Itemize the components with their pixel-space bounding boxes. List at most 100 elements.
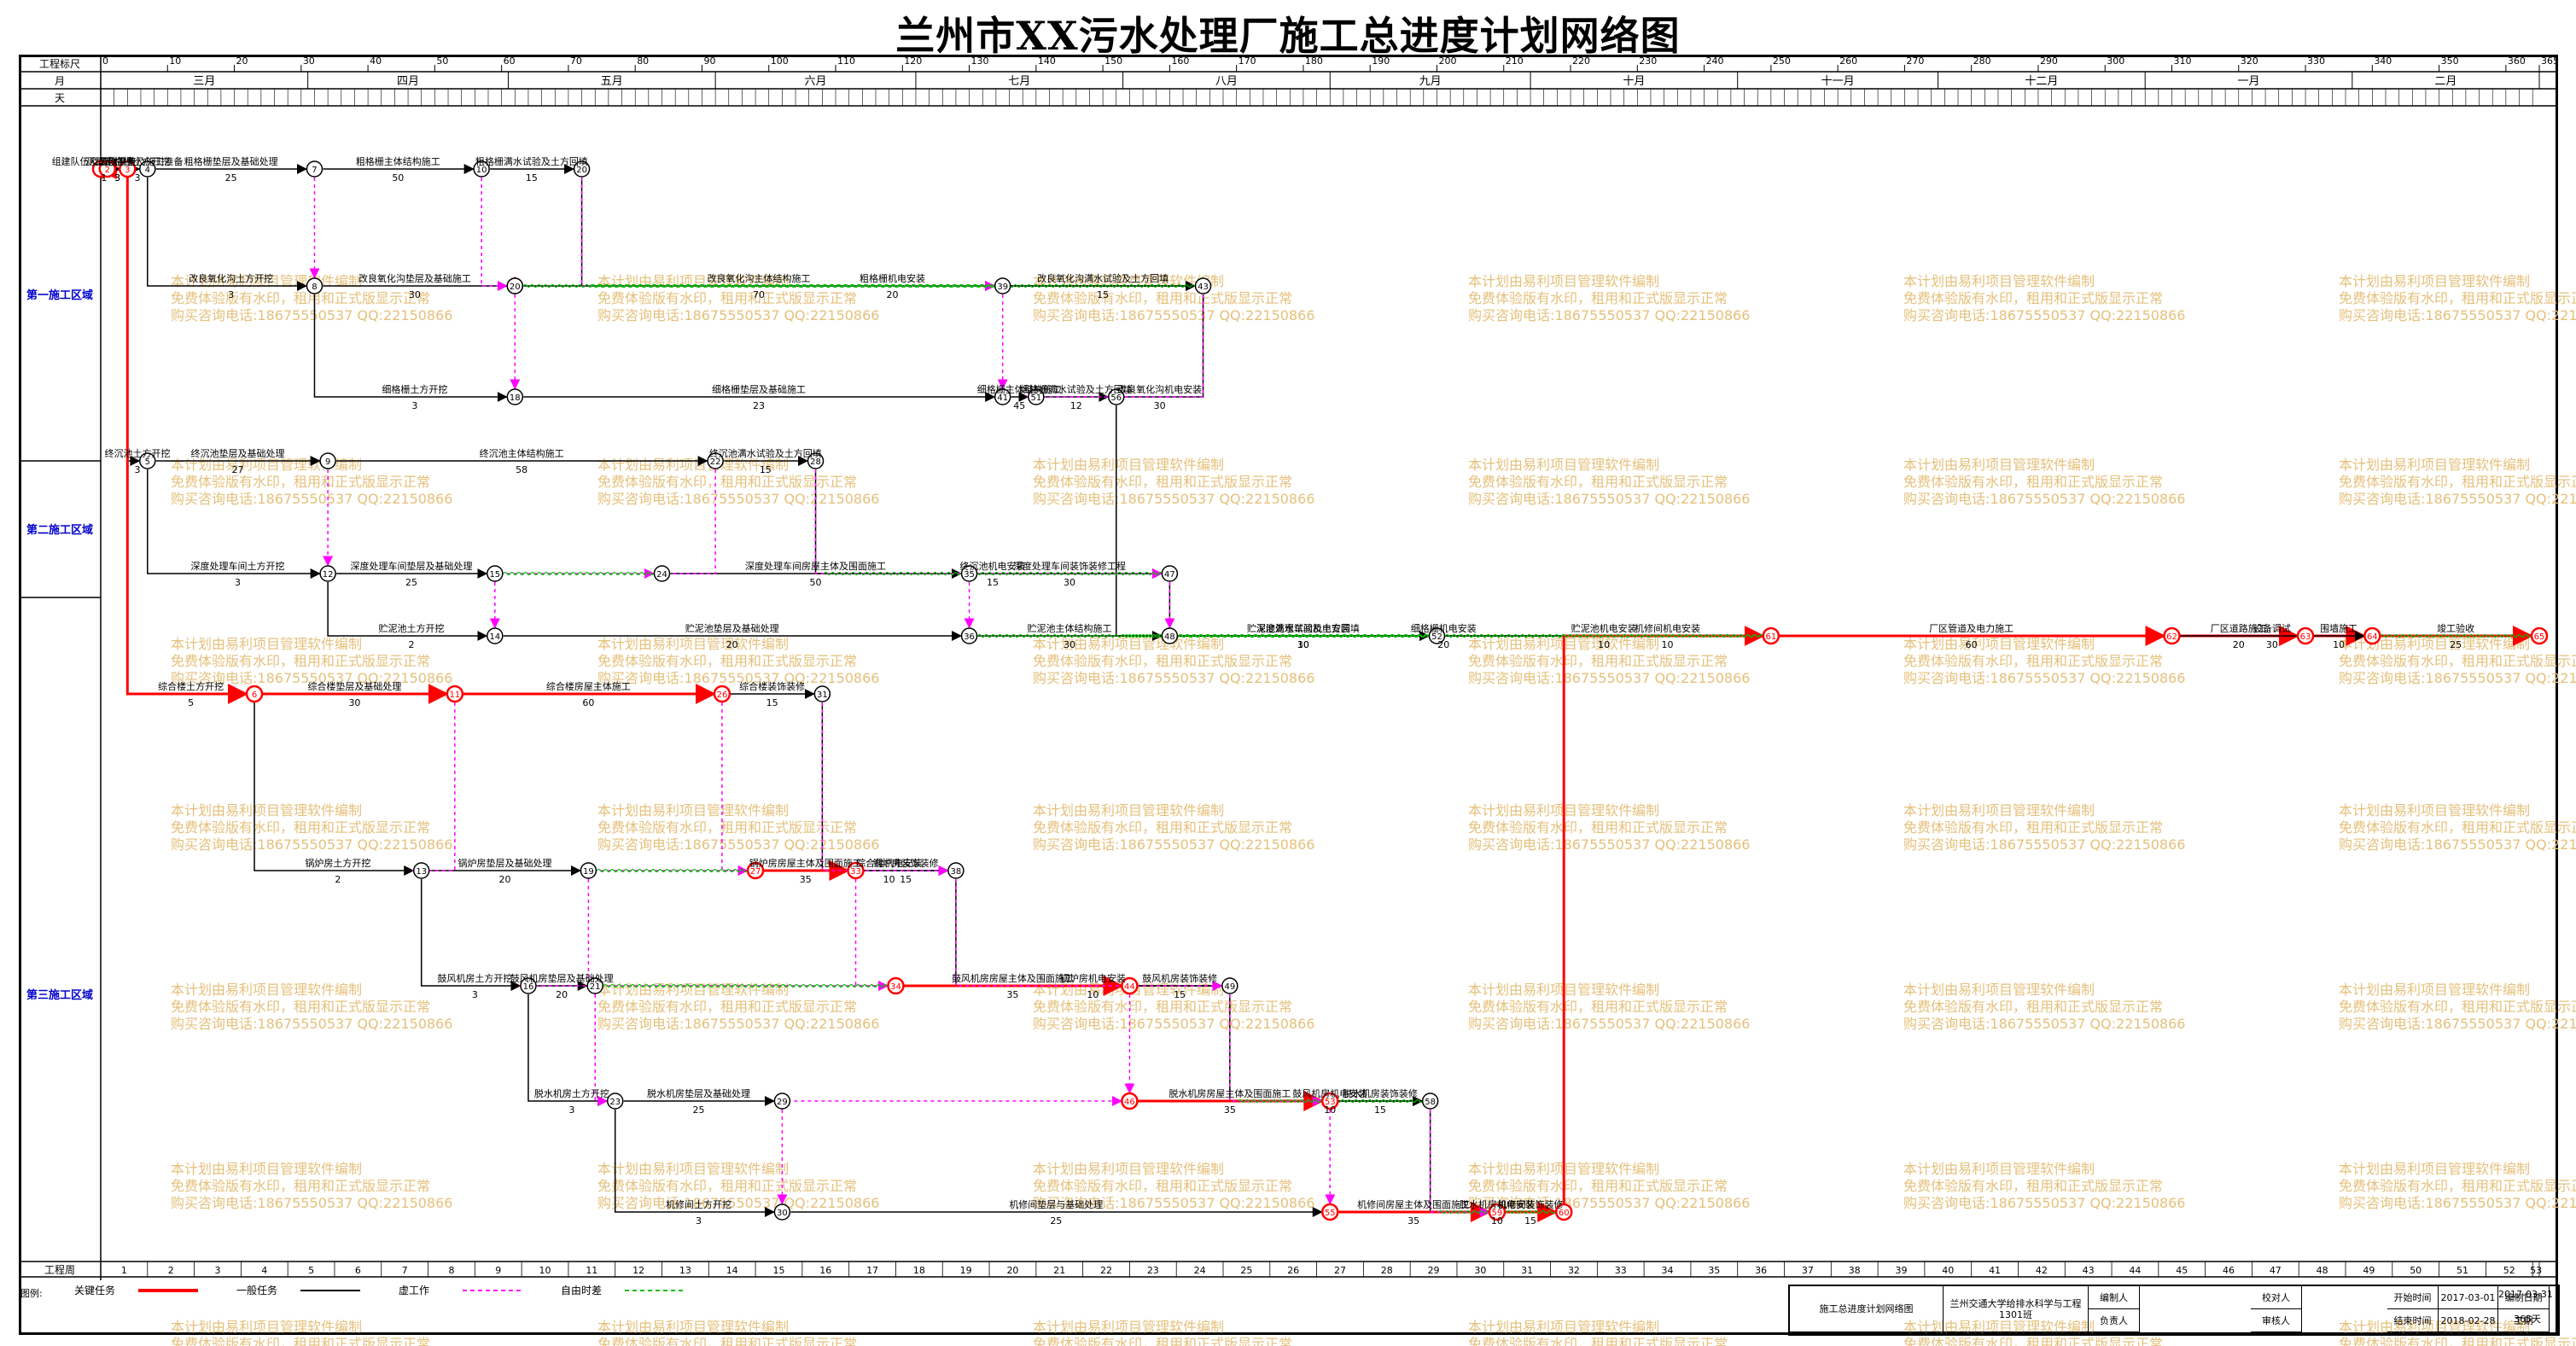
watermark-text: 购买咨询电话:18675550537 QQ:22150866 [1903,670,2185,686]
week-label: 52 [2503,1265,2515,1276]
event-node-label: 39 [997,283,1008,292]
task-arrow [1562,626,1765,1221]
week-label: 46 [2223,1265,2235,1276]
month-label: 九月 [1419,75,1442,88]
watermark-text: 免费体验版有水印，租用和正式版显示正常 [2339,474,2576,490]
scale-tick-label: 90 [703,55,715,67]
task-label: 脱水机房房屋主体及围面施工 [1169,1087,1291,1099]
event-node [1554,1203,1573,1221]
task-duration: 70 [753,289,765,300]
header-row-label: 月 [55,75,65,87]
week-label: 32 [1568,1265,1580,1276]
task-duration: 3 [135,464,141,475]
task-duration: 45 [1013,400,1025,411]
week-label: 39 [1895,1265,1907,1276]
scale-tick-label: 70 [570,55,582,67]
event-node-label: 61 [1765,632,1776,642]
event-node-label: 30 [777,1209,788,1218]
week-label: 51 [2457,1265,2468,1276]
task-label: 锅炉房房屋主体及围面施工 [749,857,862,869]
event-node [446,685,464,703]
week-label: 8 [448,1265,454,1276]
week-label: 49 [2363,1265,2375,1276]
header-row-label: 天 [55,92,65,104]
week-label: 25 [1240,1265,1252,1276]
week-label: 7 [402,1265,408,1276]
footer-value: 2017-03-01 [2439,1286,2498,1309]
week-label: 37 [1802,1265,1814,1276]
task-duration: 20 [726,639,738,650]
footer-value: 2018-02-28 [2439,1309,2498,1332]
month-label: 八月 [1215,75,1238,88]
free-float-line [503,571,655,576]
footer-value: 2017-03-31 [2498,1289,2553,1300]
task-label: 机修间垫层与基础处理 [1009,1198,1103,1210]
dummy-arrow [1026,294,1204,402]
week-label: 43 [2083,1265,2095,1276]
event-node [994,388,1011,405]
scale-tick-label: 250 [1773,55,1791,67]
task-duration: 30 [2266,639,2278,650]
event-node [306,160,323,178]
scale-tick-label: 30 [303,55,315,67]
free-float-line [522,283,995,288]
task-duration: 3 [228,289,234,300]
week-label: 33 [1615,1265,1627,1276]
task-duration: 30 [1297,639,1309,650]
event-node-label: 31 [817,690,828,700]
week-label: 19 [960,1265,972,1276]
watermark-text: 购买咨询电话:18675550537 QQ:22150866 [1903,1195,2185,1211]
task-label: 细格栅满水试验及土方回填 [1020,383,1133,395]
task-duration: 15 [1524,1215,1536,1227]
task-label: 脱水机房垫层及基础处理 [647,1087,750,1099]
scale-tick-label: 200 [1438,55,1456,67]
event-node [707,452,724,469]
watermark-text: 免费体验版有水印，租用和正式版显示正常 [171,653,430,669]
free-float-line [824,571,1167,576]
task-arrow [147,469,321,579]
task-label: 脱水机房装饰装修 [1343,1087,1418,1099]
event-node-label: 13 [416,867,427,877]
task-duration: 20 [499,874,511,885]
week-label: 31 [1521,1265,1533,1276]
scale-tick-label: 230 [1639,55,1657,67]
task-label: 贮泥池垫层及基础处理 [685,622,779,634]
watermark-text: 免费体验版有水印，租用和正式版显示正常 [1468,1178,1728,1194]
event-node-label: 23 [609,1098,621,1107]
week-label: 1 [121,1265,127,1276]
task-label: 改良氧化沟主体结构施工 [707,272,810,284]
scale-tick-label: 210 [1506,55,1524,67]
watermark-text: 免费体验版有水印，租用和正式版显示正常 [1033,653,1292,669]
task-duration: 25 [1050,1215,1062,1227]
week-label: 45 [2176,1265,2188,1276]
event-node [960,565,978,582]
watermark-text: 免费体验版有水印，租用和正式版显示正常 [1468,999,1728,1015]
week-label: 50 [2410,1265,2422,1276]
watermark-text: 本计划由易利项目管理软件编制 [171,982,362,998]
watermark-text: 本计划由易利项目管理软件编制 [1033,457,1224,473]
task-label: 贮泥池满水试验及土方回填 [1247,622,1360,634]
watermark-text: 本计划由易利项目管理软件编制 [1903,802,2095,819]
task-label: 机修间房屋主体及围面施工 [1357,1198,1470,1210]
event-node-label: 9 [325,457,330,467]
watermark-text: 免费体验版有水印，租用和正式版显示正常 [1033,1336,1292,1346]
week-label: 27 [1334,1265,1346,1276]
scale-tick-label: 240 [1706,55,1724,67]
event-node [139,160,156,178]
scale-tick-label: 60 [504,55,516,67]
watermark-text: 免费体验版有水印，租用和正式版显示正常 [597,290,857,306]
scale-tick-label: 40 [370,55,382,67]
watermark-text: 本计划由易利项目管理软件编制 [2339,457,2530,473]
event-node [1121,976,1139,995]
dummy-arrow [821,702,949,876]
task-label: 脱水机房土方开挖 [534,1087,609,1099]
event-node-label: 5 [145,457,150,467]
watermark-text: 本计划由易利项目管理软件编制 [1033,1161,1224,1177]
watermark-text: 购买咨询电话:18675550537 QQ:22150866 [597,491,879,507]
week-label: 9 [495,1265,501,1276]
task-label: 鼓风机房机电安装 [1292,1087,1367,1099]
scale-tick-label: 180 [1305,55,1323,67]
event-node-label: 20 [510,283,521,292]
week-label: 6 [355,1265,361,1276]
event-node [1028,388,1045,405]
